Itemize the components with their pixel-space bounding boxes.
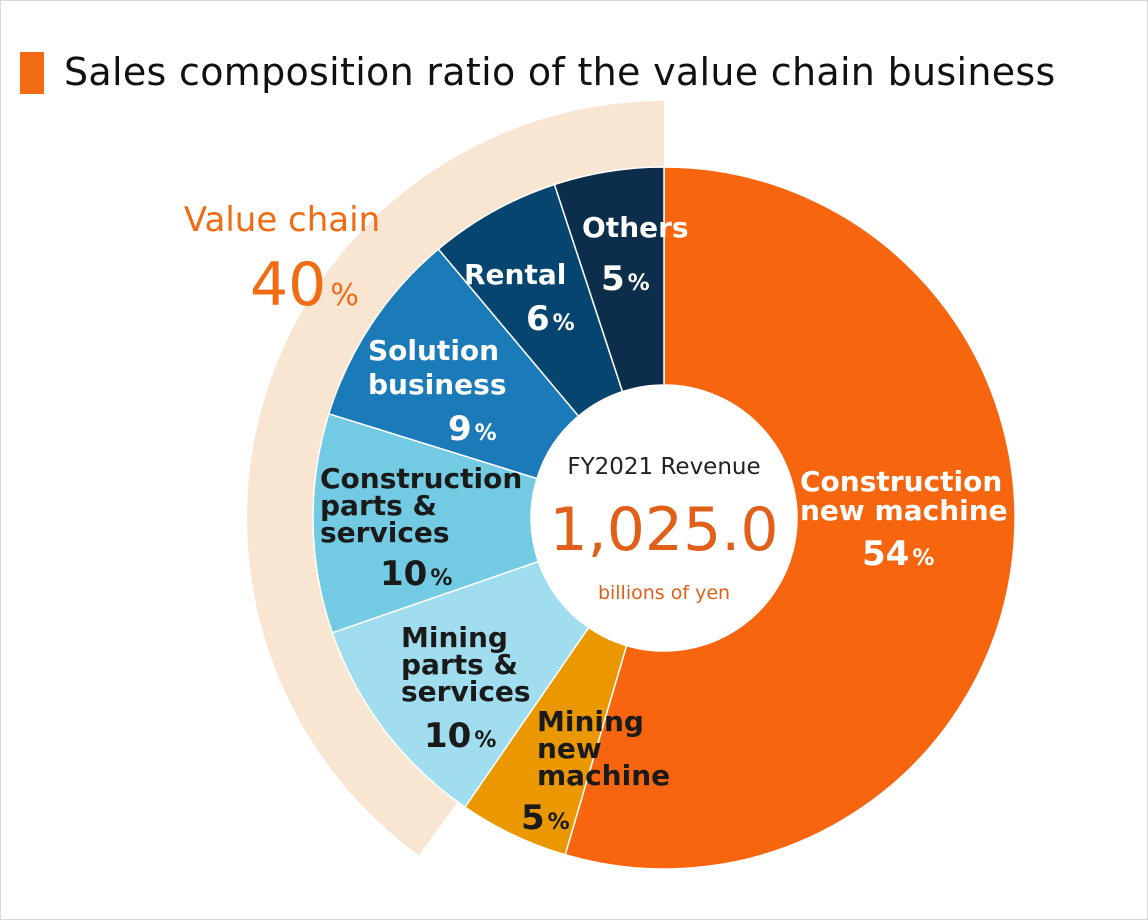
slice-value-mining-parts-and-services: 10% (424, 716, 496, 756)
slice-value-mining-new-machine: 5% (521, 798, 570, 838)
slice-label-others: Others (582, 211, 689, 244)
slice-value-construction-parts-and-services: 10% (380, 554, 452, 594)
chart-title: Sales composition ratio of the value cha… (64, 50, 1056, 94)
slice-label-construction-new-machine: Construction new machine (800, 465, 1008, 527)
center-heading: FY2021 Revenue (567, 454, 760, 480)
title-marker (20, 52, 44, 94)
slice-label-mining-parts-and-services: Mining parts & services (401, 621, 531, 708)
value-chain-label: Value chain (184, 200, 380, 240)
slice-label-construction-parts-and-services: Construction parts & services (320, 462, 522, 549)
center-unit: billions of yen (598, 582, 730, 604)
slice-label-mining-new-machine: Mining new machine (537, 705, 670, 792)
slice-value-others: 5% (601, 259, 650, 299)
slice-value-rental: 6% (526, 299, 575, 339)
slice-value-solution-business: 9% (448, 409, 497, 449)
value-chain-band (246, 101, 664, 856)
slice-label-solution-business: Solution business (368, 334, 507, 401)
donut-hole (531, 385, 797, 651)
value-chain-percent: 40% (250, 250, 359, 320)
slice-label-rental: Rental (464, 258, 566, 291)
center-total-value: 1,025.0 (549, 495, 778, 565)
slice-value-construction-new-machine: 54% (862, 534, 934, 574)
